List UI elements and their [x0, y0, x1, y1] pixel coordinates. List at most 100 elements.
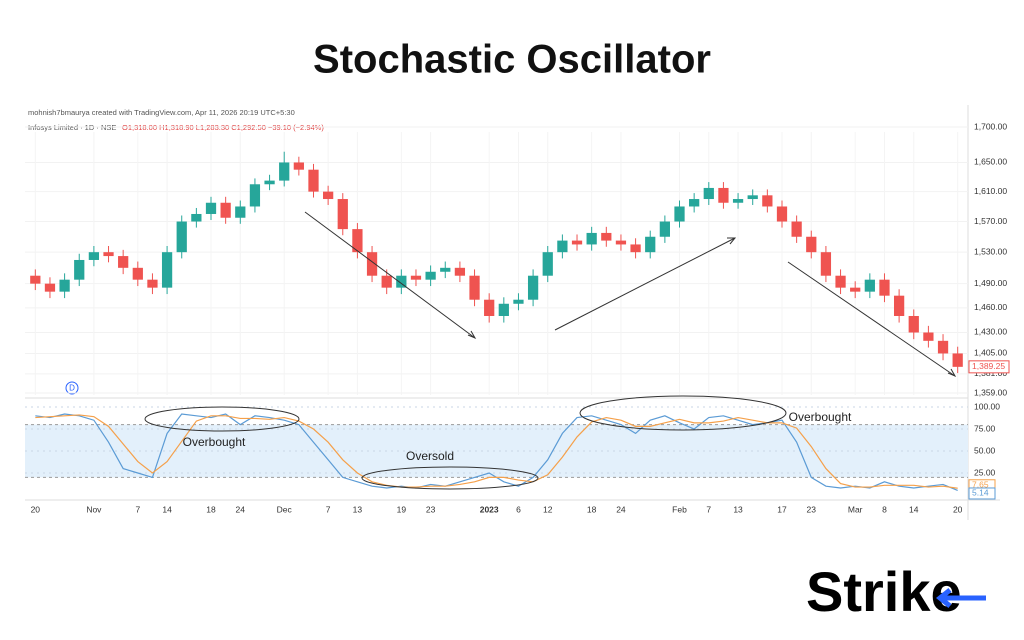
- candle-body: [806, 236, 817, 253]
- ellipse: [144, 406, 300, 432]
- candle-body: [762, 195, 773, 207]
- candle-body: [88, 252, 100, 260]
- candle-body: [454, 267, 466, 276]
- candle-body: [469, 275, 480, 300]
- x-tick-label: 2023: [480, 504, 499, 514]
- candle-body: [615, 240, 627, 245]
- y-tick-label: 100.00: [974, 401, 1000, 411]
- candle-body: [893, 295, 905, 316]
- candle-body: [718, 187, 729, 203]
- candle-body: [176, 221, 187, 253]
- candle-body: [484, 299, 495, 316]
- candle-body: [366, 252, 378, 276]
- brand-arrow: [935, 588, 986, 608]
- x-tick-label: 14: [909, 504, 919, 514]
- y-tick-label: 75.00: [974, 423, 996, 433]
- annotation: Overbought: [789, 410, 852, 424]
- candle-body: [879, 279, 890, 296]
- candle-body: [381, 275, 392, 288]
- y-tick-label: 1,460.00: [974, 302, 1007, 312]
- last-value-label: 5.14: [972, 488, 989, 498]
- candle-body: [937, 340, 949, 354]
- y-tick-label: 1,490.00: [974, 278, 1007, 288]
- y-tick-label: 1,570.00: [974, 216, 1007, 226]
- candle-body: [235, 206, 246, 218]
- last-price-box: [968, 360, 1010, 374]
- candle-body: [776, 206, 788, 222]
- y-tick-label: 1,650.00: [974, 157, 1007, 167]
- y-tick-label: 1,700.00: [974, 121, 1007, 131]
- x-tick-label: 13: [733, 504, 743, 514]
- candle-body: [703, 187, 714, 200]
- candle-body: [74, 259, 85, 280]
- candle-body: [527, 275, 539, 300]
- x-tick-label: 6: [516, 504, 521, 514]
- trend-arrow: [304, 211, 476, 339]
- candle-body: [586, 232, 597, 245]
- x-tick-label: Feb: [672, 504, 687, 514]
- candle-body: [279, 162, 290, 181]
- x-tick-label: 7: [326, 504, 331, 514]
- candle-body: [440, 267, 451, 272]
- candle-body: [249, 184, 261, 207]
- x-tick-label: 8: [882, 504, 887, 514]
- candle-body: [542, 252, 553, 276]
- arrow-head: [467, 330, 477, 340]
- y-tick-label: 1,530.00: [974, 246, 1007, 256]
- candle-body: [630, 244, 641, 253]
- annotation-shapes: [144, 211, 957, 490]
- candle-body: [513, 299, 524, 304]
- candle-body: [147, 279, 158, 288]
- candle-body: [850, 287, 861, 292]
- candle-body: [674, 206, 685, 222]
- candle-body: [732, 199, 744, 203]
- x-tick-label: Dec: [277, 504, 293, 514]
- indicator-badge: D: [69, 384, 75, 393]
- y-tick-label: 1,610.00: [974, 186, 1007, 196]
- x-tick-label: 7: [706, 504, 711, 514]
- x-tick-label: 18: [587, 504, 597, 514]
- y-tick-label: 25.00: [974, 467, 996, 477]
- candle-body: [132, 267, 143, 280]
- x-tick-label: 23: [426, 504, 436, 514]
- candle-body: [571, 240, 583, 245]
- x-tick-label: 23: [807, 504, 817, 514]
- candle-body: [161, 252, 173, 288]
- annotation: Overbought: [183, 435, 246, 449]
- candle-body: [308, 169, 319, 192]
- candle-body: [103, 252, 114, 257]
- candle-body: [557, 240, 568, 253]
- candle-body: [864, 279, 875, 292]
- y-tick-label: 1,430.00: [974, 327, 1007, 337]
- candle-body: [645, 236, 656, 253]
- arrow-head: [727, 237, 737, 245]
- candle-body: [689, 199, 700, 207]
- candle-body: [352, 229, 363, 253]
- arrow-head: [947, 368, 957, 378]
- candle-body: [205, 202, 217, 214]
- candle-body: [264, 180, 275, 185]
- candle-body: [118, 256, 129, 268]
- last-price-label: 1,389.25: [972, 361, 1005, 371]
- candle-body: [220, 202, 231, 218]
- x-tick-label: 12: [543, 504, 553, 514]
- candle-body: [396, 275, 407, 288]
- candle-body: [425, 271, 436, 280]
- candle-body: [44, 283, 56, 292]
- candle-body: [820, 252, 832, 276]
- candle-body: [923, 332, 934, 341]
- ellipse: [361, 466, 539, 490]
- credit: mohnish7bmaurya created with TradingView…: [28, 108, 295, 117]
- candle-body: [337, 199, 348, 230]
- chart-title: Stochastic Oscillator: [313, 38, 711, 82]
- y-tick-label: 1,405.00: [974, 348, 1007, 358]
- badge: [65, 381, 79, 395]
- last-value-label: 7.65: [972, 480, 989, 490]
- x-tick-label: 7: [135, 504, 140, 514]
- candle-body: [908, 315, 919, 333]
- ellipse: [579, 395, 787, 431]
- trend-arrow: [554, 237, 736, 331]
- x-tick-label: Nov: [86, 504, 102, 514]
- candle-body: [747, 195, 758, 200]
